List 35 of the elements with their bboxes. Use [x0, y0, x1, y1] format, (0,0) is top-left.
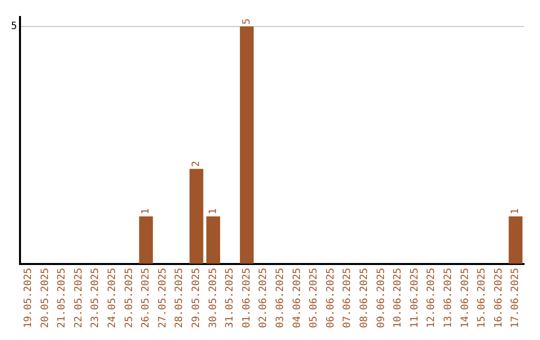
x-tick-label: 03.06.2025: [275, 268, 286, 328]
data-label: 1: [140, 208, 152, 214]
x-tick-label: 20.05.2025: [40, 268, 51, 328]
data-label: 1: [208, 208, 219, 214]
x-tick-label: 12.06.2025: [426, 268, 438, 328]
x-tick-label: 13.06.2025: [442, 268, 454, 328]
x-tick-label: 16.06.2025: [493, 268, 504, 328]
x-tick-label: 29.05.2025: [191, 268, 202, 328]
data-label: 1: [510, 208, 522, 214]
x-tick-label: 19.05.2025: [23, 268, 34, 328]
x-tick-label: 28.05.2025: [174, 268, 186, 328]
x-tick-label: 06.06.2025: [325, 268, 336, 328]
x-tick-label: 08.06.2025: [359, 268, 370, 328]
x-tick-label: 22.05.2025: [73, 268, 84, 328]
data-label: 2: [191, 160, 202, 167]
x-tick-label: 07.06.2025: [342, 268, 354, 328]
x-tick-label: 10.06.2025: [392, 268, 404, 328]
x-tick-label: 01.06.2025: [241, 268, 252, 328]
x-tick-label: 17.06.2025: [510, 268, 522, 328]
x-tick-label: 31.05.2025: [224, 268, 236, 328]
x-tick-label: 26.05.2025: [140, 268, 152, 328]
x-tick-label: 02.06.2025: [258, 268, 270, 328]
x-tick-label: 14.06.2025: [460, 268, 471, 328]
x-tick-label: 04.06.2025: [292, 268, 303, 328]
x-tick-label: 21.05.2025: [56, 268, 68, 328]
x-tick-label: 11.06.2025: [409, 268, 420, 328]
x-tick-label: 24.05.2025: [107, 268, 118, 328]
x-tick-label: 25.05.2025: [124, 268, 135, 328]
x-tick-label: 30.05.2025: [208, 268, 219, 328]
data-label: 5: [241, 18, 252, 24]
x-tick-label: 15.06.2025: [476, 268, 488, 328]
x-tick-label: 23.05.2025: [90, 268, 102, 328]
x-tick-label: 05.06.2025: [308, 268, 320, 328]
x-tick-label: 09.06.2025: [376, 268, 387, 328]
x-tick-label: 27.05.2025: [157, 268, 168, 328]
